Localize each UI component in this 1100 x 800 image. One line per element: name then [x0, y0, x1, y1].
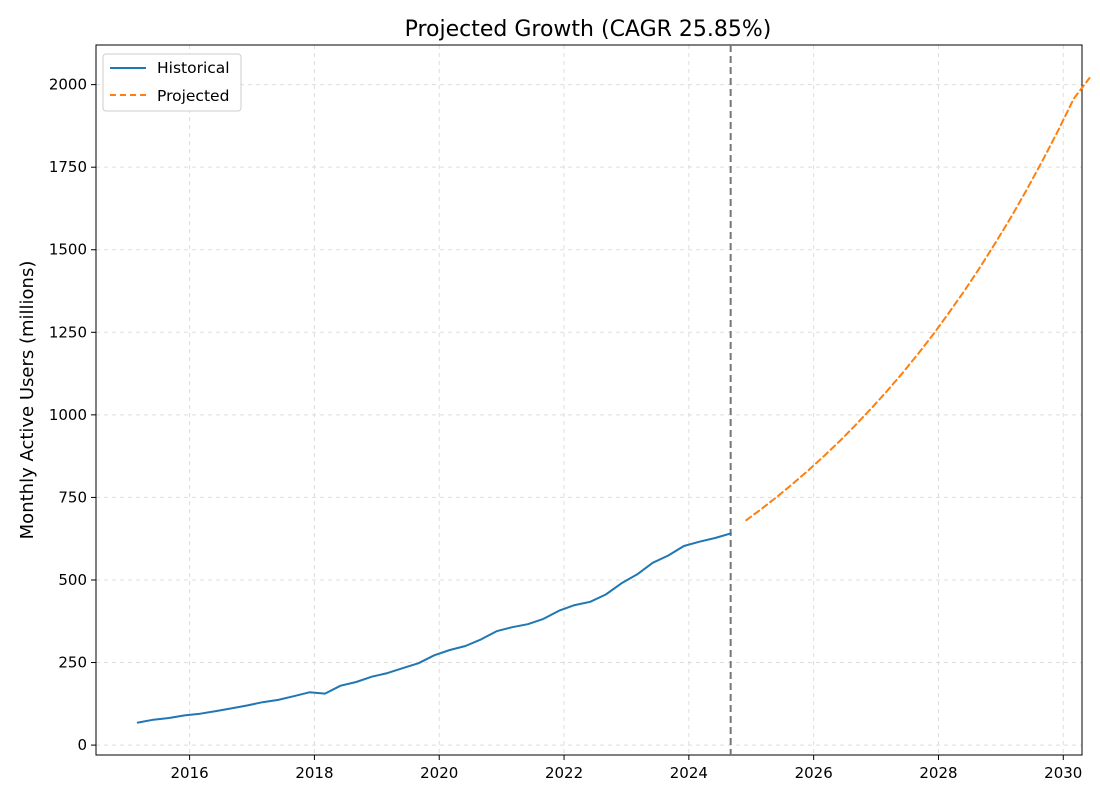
x-tick-label: 2030	[1044, 764, 1082, 782]
y-tick-label: 1250	[49, 323, 87, 341]
plot-frame	[95, 44, 1083, 756]
x-tick-label: 2024	[670, 764, 708, 782]
projected-series-line	[745, 77, 1091, 522]
axes-layer	[95, 44, 1083, 756]
x-tick-label: 2016	[171, 764, 209, 782]
x-tick-label: 2020	[420, 764, 458, 782]
y-tick-label: 250	[58, 654, 87, 672]
tick-layer: 2016 2018 2020 2022 2024 2026 2028 2030 0 250 500 7…	[49, 76, 1083, 782]
y-axis-label: Monthly Active Users (millions)	[17, 261, 38, 540]
y-tick-label: 750	[58, 488, 87, 506]
chart-title: Projected Growth (CAGR 25.85%)	[405, 17, 772, 42]
y-tick-label: 1000	[49, 406, 87, 424]
grid-layer	[96, 45, 1082, 755]
legend-projected-label: Projected	[157, 87, 229, 105]
x-tick-label: 2028	[919, 764, 957, 782]
historical-series-line	[136, 532, 732, 724]
legend: Historical Projected	[102, 53, 242, 112]
series-layer	[136, 45, 1091, 755]
y-tick-label: 500	[58, 571, 87, 589]
x-tick-label: 2022	[545, 764, 583, 782]
legend-historical-label: Historical	[157, 59, 230, 77]
y-tick-label: 0	[77, 736, 87, 754]
y-tick-label: 2000	[49, 76, 87, 94]
x-tick-label: 2018	[295, 764, 333, 782]
x-tick-label: 2026	[795, 764, 833, 782]
y-tick-label: 1500	[49, 241, 87, 259]
y-tick-label: 1750	[49, 158, 87, 176]
